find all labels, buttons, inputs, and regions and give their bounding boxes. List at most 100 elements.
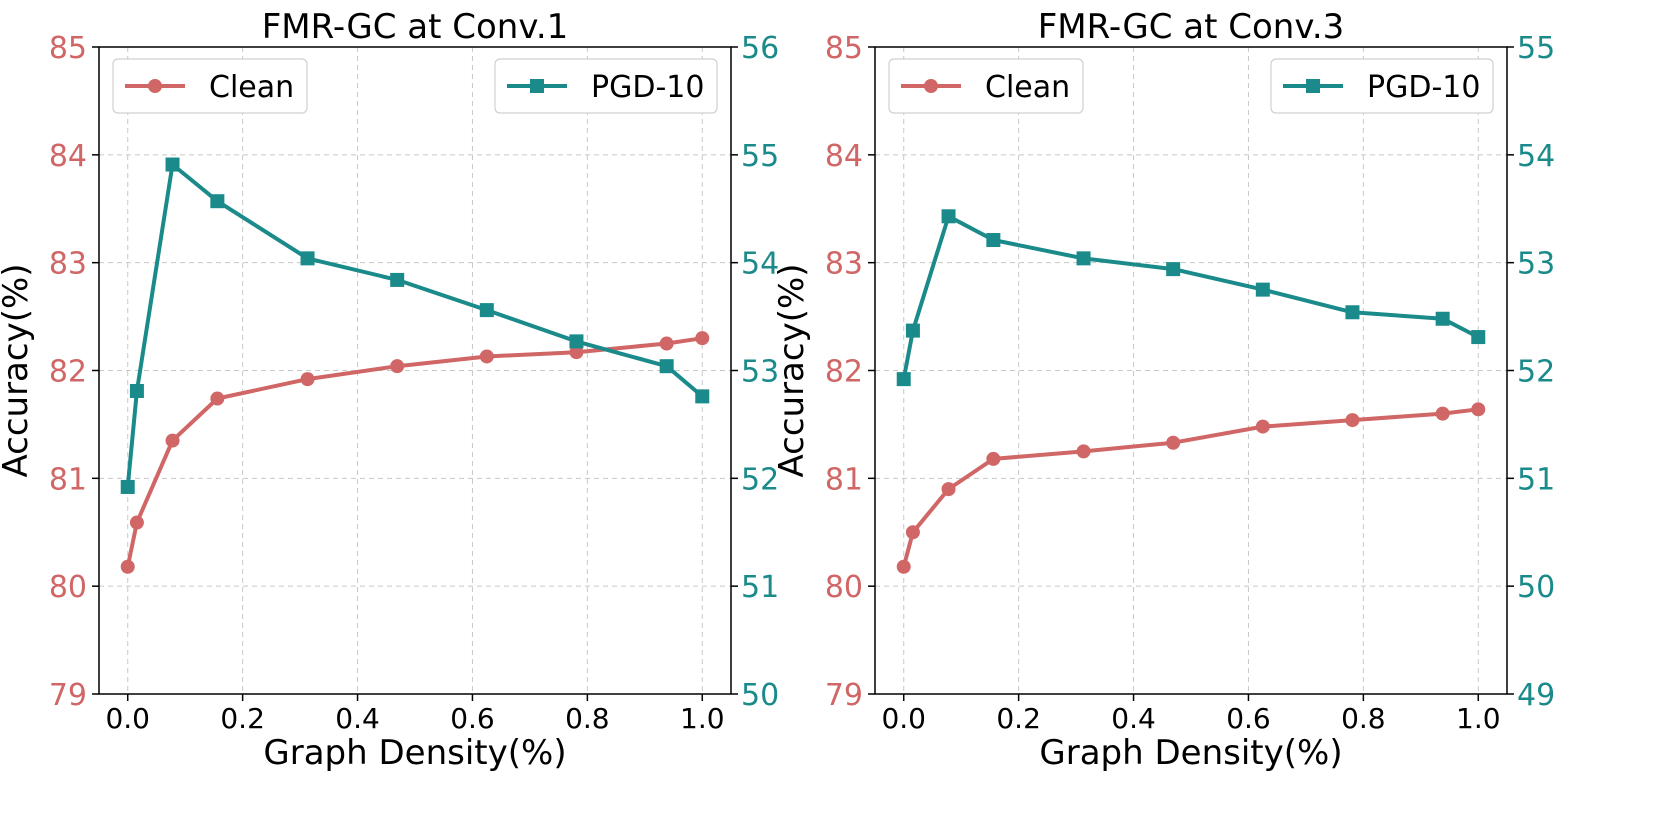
data-point-clean-2 <box>941 482 956 497</box>
data-point-pgd-10-3 <box>210 194 225 209</box>
x-tick-label: 0.4 <box>335 702 380 735</box>
y-right-tick-label: 53 <box>741 355 779 390</box>
data-point-pgd-10-6 <box>1255 282 1270 297</box>
x-tick-label: 1.0 <box>1456 702 1501 735</box>
data-point-pgd-10-1 <box>905 323 920 338</box>
y-left-tick-label: 85 <box>49 31 87 66</box>
data-point-clean-5 <box>1166 435 1181 450</box>
data-point-pgd-10-2 <box>165 157 180 172</box>
y-left-tick-label: 82 <box>825 355 863 390</box>
x-tick-label: 0.8 <box>1341 702 1386 735</box>
y-right-tick-label: 54 <box>1517 139 1555 174</box>
data-point-clean-8 <box>1435 406 1450 421</box>
data-point-clean-0 <box>896 559 911 574</box>
x-tick-label: 0.2 <box>220 702 265 735</box>
legend-marker <box>530 79 544 93</box>
y-left-tick-label: 83 <box>825 247 863 282</box>
data-point-pgd-10-6 <box>479 303 494 318</box>
data-point-clean-4 <box>1076 444 1091 459</box>
y-right-tick-label: 55 <box>1517 31 1555 66</box>
data-point-pgd-10-8 <box>1435 311 1450 326</box>
series-line-pgd-10 <box>125 162 704 488</box>
data-point-clean-9 <box>695 331 710 346</box>
y-right-tick-label: 51 <box>741 570 779 605</box>
chart-title: FMR-GC at Conv.1 <box>262 7 569 47</box>
y-left-tick-label: 85 <box>825 31 863 66</box>
y-left-tick-label: 84 <box>825 139 863 174</box>
x-tick-label: 0.6 <box>1226 702 1271 735</box>
data-point-pgd-10-7 <box>1345 305 1360 320</box>
x-tick-label: 0.0 <box>105 702 150 735</box>
y-right-tick-label: 55 <box>741 139 779 174</box>
data-point-clean-3 <box>210 391 225 406</box>
y-left-tick-label: 80 <box>49 570 87 605</box>
y-right-tick-label: 56 <box>741 31 779 66</box>
x-tick-label: 0.4 <box>1111 702 1156 735</box>
data-point-clean-6 <box>1255 419 1270 434</box>
data-point-clean-7 <box>1345 413 1360 428</box>
legend-marker <box>1306 79 1320 93</box>
data-point-pgd-10-7 <box>569 334 584 349</box>
legend-marker <box>148 79 162 93</box>
x-tick-label: 0.2 <box>996 702 1041 735</box>
x-tick-label: 1.0 <box>680 702 725 735</box>
legend-clean: Clean <box>888 58 1084 114</box>
data-point-clean-8 <box>659 336 674 351</box>
y-left-tick-label: 81 <box>49 462 87 497</box>
series-line-clean <box>901 407 1479 568</box>
legend-pgd-10: PGD-10 <box>1270 58 1494 114</box>
data-point-pgd-10-4 <box>1076 251 1091 266</box>
x-axis-label: Graph Density(%) <box>263 733 566 773</box>
data-point-pgd-10-0 <box>120 479 135 494</box>
data-point-clean-1 <box>905 525 920 540</box>
y-right-tick-label: 54 <box>741 247 779 282</box>
chart-title: FMR-GC at Conv.3 <box>1038 7 1345 47</box>
y-left-tick-label: 83 <box>49 247 87 282</box>
legend-label: Clean <box>985 70 1070 105</box>
y-left-tick-label: 79 <box>825 678 863 713</box>
data-point-pgd-10-0 <box>896 372 911 387</box>
x-tick-label: 0.6 <box>450 702 495 735</box>
data-point-clean-3 <box>986 451 1001 466</box>
y-right-tick-label: 50 <box>1517 570 1555 605</box>
chart-panel-1: 0.0 0.2 0.4 0.6 0.8 1.0 79 80 81 82 83 84 85 50 51 52 53… <box>0 7 779 773</box>
data-point-clean-0 <box>120 559 135 574</box>
y-left-tick-label: 84 <box>49 139 87 174</box>
legend-label: PGD-10 <box>591 70 704 105</box>
x-axis-label: Graph Density(%) <box>1039 733 1342 773</box>
legend-clean: Clean <box>112 58 308 114</box>
data-point-clean-5 <box>390 359 405 374</box>
y-left-tick-label: 82 <box>49 355 87 390</box>
legend-box <box>494 58 718 114</box>
y-axis-label: Accuracy(%) <box>772 263 812 477</box>
y-axis-label: Accuracy(%) <box>0 263 36 477</box>
data-point-pgd-10-9 <box>1471 330 1486 345</box>
y-right-tick-label: 52 <box>1517 355 1555 390</box>
data-point-clean-4 <box>300 372 315 387</box>
data-point-pgd-10-5 <box>390 272 405 287</box>
y-right-tick-label: 50 <box>741 678 779 713</box>
legend-pgd-10: PGD-10 <box>494 58 718 114</box>
y-left-tick-label: 79 <box>49 678 87 713</box>
y-left-tick-label: 81 <box>825 462 863 497</box>
legend-label: Clean <box>209 70 294 105</box>
data-point-clean-9 <box>1471 402 1486 417</box>
legend-box <box>1270 58 1494 114</box>
x-tick-label: 0.8 <box>565 702 610 735</box>
data-point-pgd-10-1 <box>129 383 144 398</box>
data-point-pgd-10-5 <box>1166 262 1181 277</box>
data-point-pgd-10-2 <box>941 209 956 224</box>
series-line-pgd-10 <box>901 214 1480 380</box>
data-point-clean-2 <box>165 433 180 448</box>
x-tick-label: 0.0 <box>881 702 926 735</box>
series-line-clean <box>125 336 703 568</box>
legend-box <box>112 58 308 114</box>
data-point-clean-6 <box>479 349 494 364</box>
data-point-pgd-10-9 <box>695 389 710 404</box>
data-point-clean-7 <box>569 345 584 360</box>
chart-panel-2: 0.0 0.2 0.4 0.6 0.8 1.0 79 80 81 82 83 84 85 49 50 51 52… <box>772 7 1555 773</box>
data-point-pgd-10-8 <box>659 359 674 374</box>
y-right-tick-label: 51 <box>1517 462 1555 497</box>
